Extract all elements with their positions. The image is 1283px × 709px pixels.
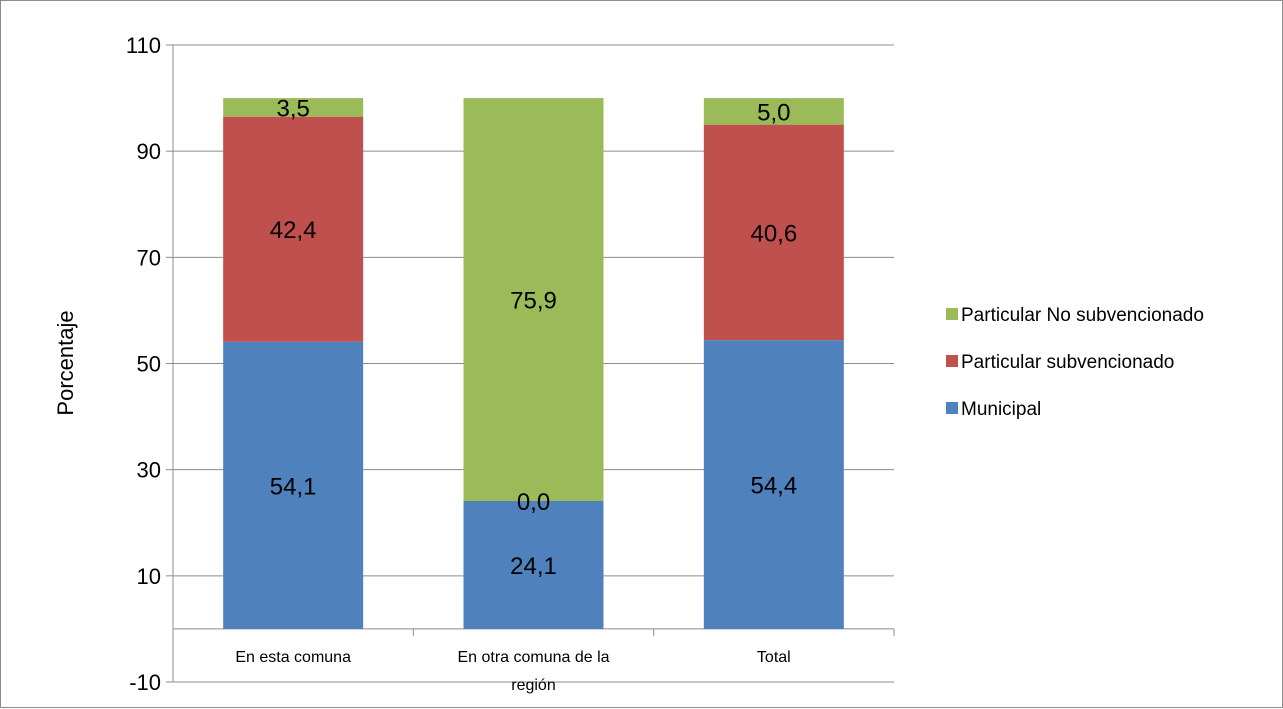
legend-label: Municipal xyxy=(961,399,1041,420)
legend-swatch xyxy=(946,308,958,320)
legend-label: Particular subvencionado xyxy=(961,352,1174,373)
legend: Particular No subvencionado Particular su… xyxy=(946,305,1204,420)
y-tick-label: 30 xyxy=(137,458,161,483)
bar-segment xyxy=(463,98,604,501)
bar-segment xyxy=(703,98,844,125)
y-tick-label: 70 xyxy=(137,245,161,270)
bar-segment xyxy=(223,341,364,629)
y-tick-label: 10 xyxy=(137,564,161,589)
y-tick-label: 110 xyxy=(126,33,161,58)
x-tick-label: Total xyxy=(757,649,791,666)
x-tick-label: En esta comuna xyxy=(235,649,351,666)
bar-segment xyxy=(703,340,844,629)
x-tick-label: En otra comuna de la xyxy=(457,649,609,666)
bar-segment xyxy=(463,500,604,629)
legend-swatch xyxy=(946,355,958,367)
data-label: 54,1 xyxy=(270,473,317,500)
data-label: 3,5 xyxy=(276,95,309,122)
data-label: 54,4 xyxy=(750,473,797,500)
data-label: 75,9 xyxy=(510,288,557,315)
data-label: 40,6 xyxy=(750,220,797,247)
data-label: 42,4 xyxy=(270,217,317,244)
data-label: 0,0 xyxy=(517,489,550,516)
bar-segment xyxy=(223,98,364,117)
axes: -10 10 30 50 70 90 110 En esta comuna En otra co… xyxy=(126,33,895,695)
y-tick-label: 90 xyxy=(137,139,161,164)
bar-segment xyxy=(703,124,844,341)
data-label: 5,0 xyxy=(757,99,790,126)
legend-label: Particular No subvencionado xyxy=(961,305,1204,326)
y-tick-label: -10 xyxy=(129,670,161,695)
y-axis-title: Porcentaje xyxy=(53,310,78,415)
legend-swatch xyxy=(946,402,958,414)
data-labels: 54,1 42,4 3,5 24,1 0,0 75,9 54,4 40,6 5,0 xyxy=(270,95,797,580)
data-label: 24,1 xyxy=(510,553,557,580)
x-tick-label: región xyxy=(511,677,555,694)
y-tick-label: 50 xyxy=(137,352,161,377)
bars xyxy=(223,98,844,629)
bar-segment xyxy=(223,116,364,342)
